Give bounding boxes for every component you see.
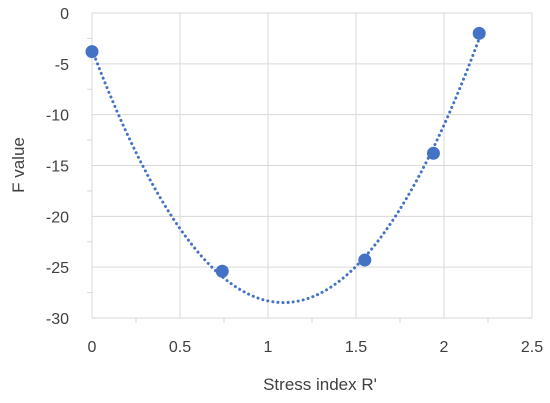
- y-axis-title: F value: [9, 137, 28, 193]
- y-tick-label-1: -5: [55, 57, 69, 74]
- y-tick-label-2: -10: [46, 108, 69, 125]
- data-point-1: [215, 264, 229, 278]
- y-tick-label-4: -20: [46, 209, 69, 226]
- y-tick-label-5: -25: [46, 260, 69, 277]
- x-tick-label-0: 0: [88, 339, 97, 356]
- y-tick-label-0: 0: [60, 6, 69, 23]
- x-tick-labels: 0 0.5 1 1.5 2 2.5: [88, 339, 544, 356]
- x-tick-label-4: 2: [440, 339, 449, 356]
- x-tick-label-3: 1.5: [345, 339, 367, 356]
- y-tick-label-6: -30: [46, 311, 69, 328]
- data-point-4: [472, 26, 486, 40]
- y-tick-labels: 0 -5 -10 -15 -20 -25 -30: [46, 6, 69, 328]
- points-layer: [85, 26, 486, 278]
- grid: [87, 12, 533, 323]
- x-tick-label-2: 1: [264, 339, 273, 356]
- data-point-2: [358, 253, 372, 267]
- x-tick-label-1: 0.5: [169, 339, 191, 356]
- y-tick-label-3: -15: [46, 159, 69, 176]
- data-point-3: [426, 146, 440, 160]
- x-tick-label-5: 2.5: [521, 339, 543, 356]
- x-axis-title: Stress index R': [263, 375, 377, 394]
- trendline-layer: [90, 37, 481, 305]
- trendline: [90, 37, 481, 305]
- data-point-0: [85, 45, 99, 59]
